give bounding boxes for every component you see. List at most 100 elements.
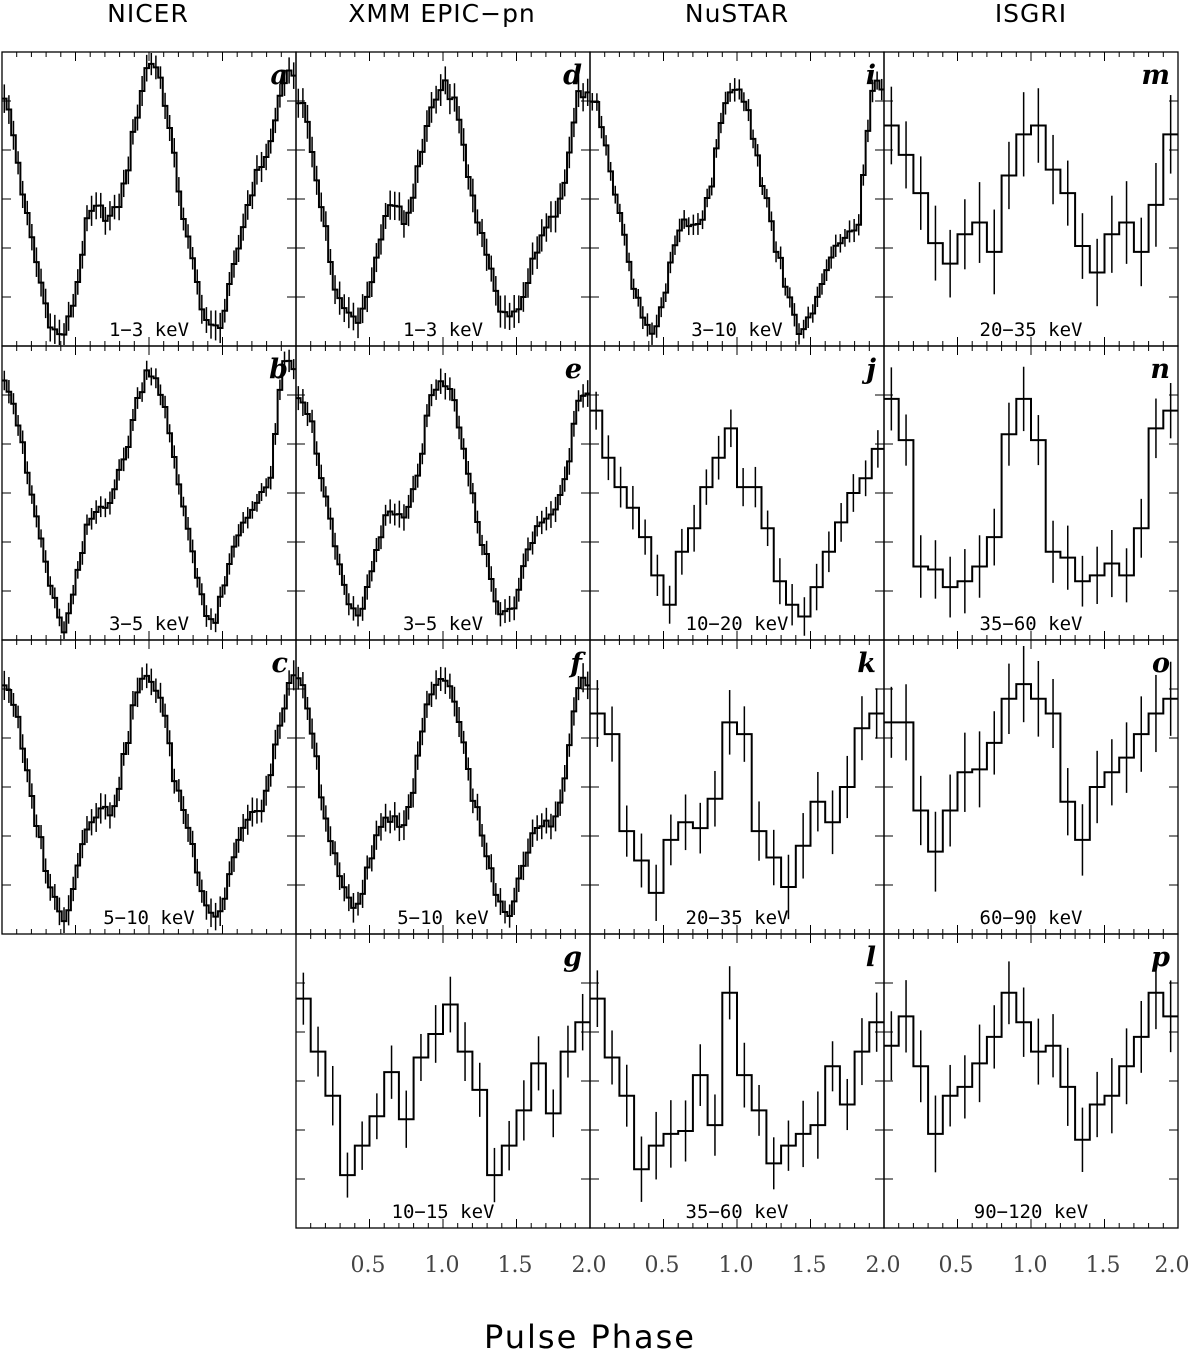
panel-ticks [590,640,884,934]
error-bars-n [890,366,1172,618]
error-bars-e [297,368,589,627]
panel-ticks [884,640,1178,934]
energy-band-label: 35−60 keV [980,613,1083,635]
x-tick-label: 2.0 [866,1253,901,1278]
panel-ticks [590,346,884,640]
panels: a 1−3 keV b 3−5 keV c 5−10 keV d 1−3 keV e 3−5 ke… [1,51,1179,1229]
pulse-profile-o [884,683,1178,853]
column-title-nustar: NuSTAR [685,0,789,28]
panel-letter-e: e [565,354,582,385]
panel-letter-p: p [1151,942,1170,973]
panel-letter-f: f [568,648,586,679]
pulse-profile-g [296,997,590,1177]
panel-letter-a: a [271,60,289,91]
panel-letter-i: i [866,60,876,91]
energy-band-label: 10−15 keV [392,1201,495,1223]
pulse-profile-k [590,712,884,894]
panel-letter-g: g [563,942,582,973]
panel-n: n 35−60 keV [883,345,1179,641]
pulse-profile-i [590,79,884,335]
x-axis-label: Pulse Phase [484,1318,696,1356]
panel-ticks [884,52,1178,346]
panel-g: g 10−15 keV [295,933,591,1229]
error-bars-l [596,966,878,1202]
error-bars-g [302,972,584,1203]
panel-letter-o: o [1152,648,1170,679]
panel-k: k 20−35 keV [589,639,885,935]
x-tick-label: 1.0 [425,1253,460,1278]
pulse-profile-j [590,409,884,618]
pulse-profile-b [2,359,296,634]
panel-ticks [296,52,590,346]
energy-band-label: 1−3 keV [403,319,483,341]
panel-ticks [2,52,296,346]
x-tick-label: 1.5 [1086,1253,1121,1278]
panel-letter-j: j [861,354,876,385]
error-bars-f [297,663,589,928]
energy-band-label: 20−35 keV [980,319,1083,341]
x-tick-label: 2.0 [572,1253,607,1278]
energy-band-label: 60−90 keV [980,907,1083,929]
panel-letter-l: l [866,942,876,973]
panel-i: i 3−10 keV [589,51,885,347]
panel-l: l 35−60 keV [589,933,885,1229]
energy-band-label: 5−10 keV [397,907,489,929]
column-titles: NICER XMM EPIC−pn NuSTAR ISGRI [107,0,1067,28]
panel-frame [589,345,885,641]
error-bars-i [591,71,883,345]
panel-ticks [884,934,1178,1228]
panel-letter-d: d [563,60,582,91]
pulse-profile-c [2,674,296,923]
panel-a: a 1−3 keV [1,51,297,347]
energy-band-label: 10−20 keV [686,613,789,635]
x-tick-label: 1.5 [792,1253,827,1278]
panel-frame [589,51,885,347]
panel-c: c 5−10 keV [1,639,297,935]
x-tick-label: 0.5 [645,1253,680,1278]
energy-band-label: 90−120 keV [974,1201,1088,1223]
x-tick-label: 0.5 [939,1253,974,1278]
energy-band-label: 35−60 keV [686,1201,789,1223]
energy-band-label: 5−10 keV [103,907,195,929]
panel-e: e 3−5 keV [295,345,591,641]
panel-f: f 5−10 keV [295,639,591,935]
panel-letter-c: c [272,648,288,679]
x-tick-label: 1.0 [719,1253,754,1278]
energy-band-label: 1−3 keV [109,319,189,341]
error-bars-c [3,660,295,933]
panel-o: o 60−90 keV [883,639,1179,935]
column-title-xmm: XMM EPIC−pn [348,0,536,28]
error-bars-m [890,86,1172,307]
x-tick-label: 2.0 [1155,1253,1190,1278]
panel-b: b 3−5 keV [1,345,297,641]
x-tick-label: 1.0 [1013,1253,1048,1278]
error-bars-b [3,349,295,639]
panel-p: p 90−120 keV [883,933,1179,1229]
x-tick-labels: 0.5 1.0 1.5 2.0 0.5 1.0 1.5 2.0 0.5 1.0 … [351,1253,1190,1278]
error-bars-j [595,391,879,636]
panel-frame [1,345,297,641]
panel-frame [883,345,1179,641]
column-title-isgri: ISGRI [995,0,1067,28]
panel-frame [295,345,591,641]
panel-letter-m: m [1141,60,1170,91]
panel-letter-b: b [269,354,288,385]
energy-band-label: 3−5 keV [403,613,483,635]
error-bars-a [3,53,295,345]
pulse-profile-l [590,991,884,1171]
panel-frame [1,639,297,935]
pulse-profile-p [884,991,1178,1141]
energy-band-label: 20−35 keV [686,907,789,929]
panel-ticks [296,346,590,640]
panel-m: m 20−35 keV [883,51,1179,347]
panel-ticks [884,346,1178,640]
error-bars-p [890,956,1172,1173]
pulse-profile-m [884,124,1178,274]
pulse-profile-n [884,397,1178,589]
panel-letter-n: n [1150,354,1170,385]
panel-j: j 10−20 keV [589,345,885,641]
panel-ticks [2,346,296,640]
pulse-profile-f [296,676,590,918]
x-tick-label: 0.5 [351,1253,386,1278]
